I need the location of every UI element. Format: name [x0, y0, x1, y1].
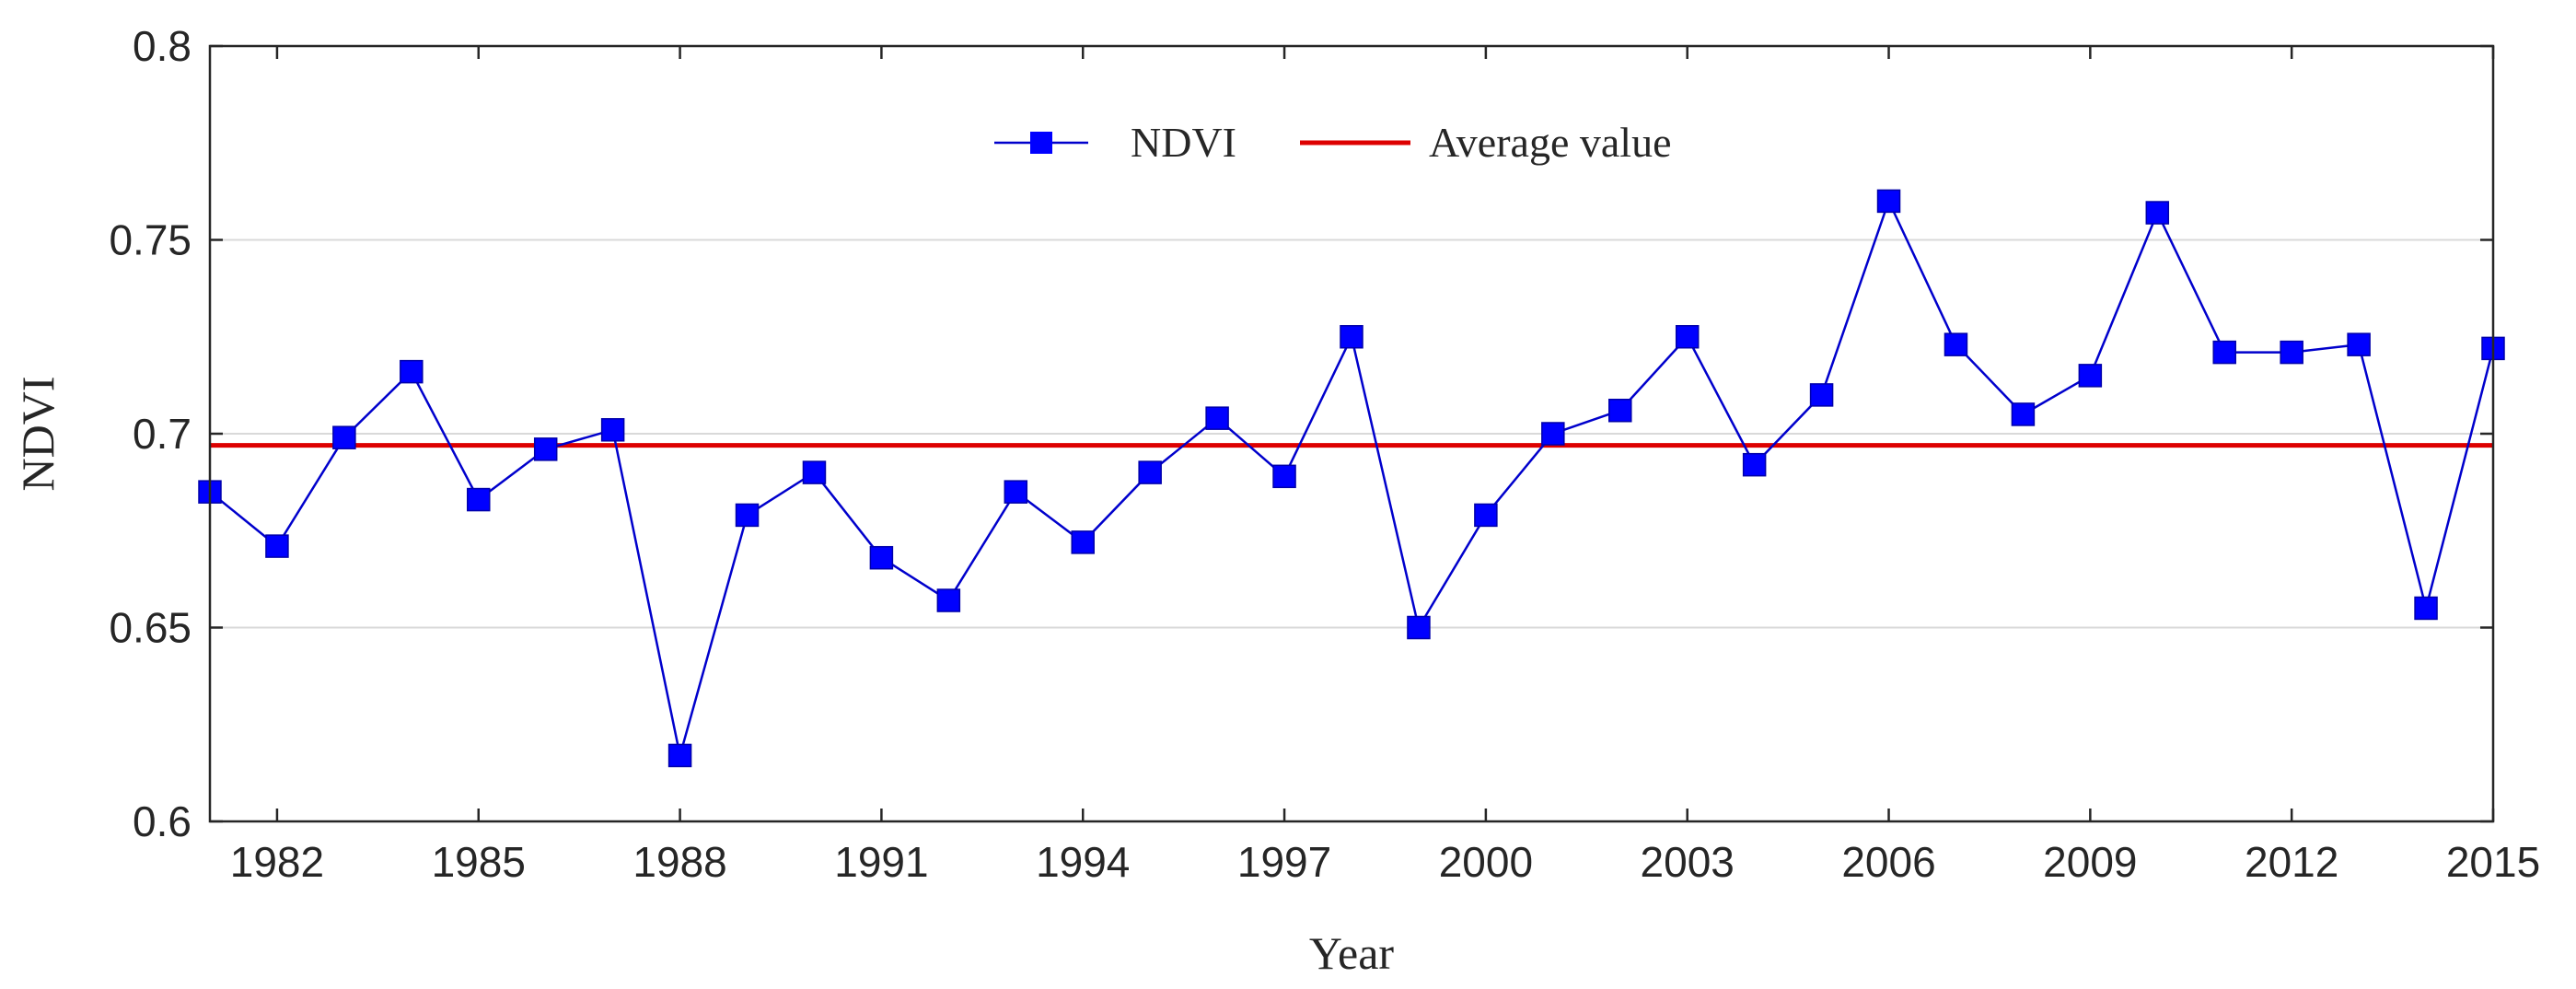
data-point-1986 [533, 437, 558, 461]
data-point-1998 [1340, 325, 1363, 349]
legend: NDVI Average value [994, 119, 1672, 166]
data-point-2000 [1474, 503, 1498, 528]
data-point-2002 [1608, 398, 1632, 423]
y-tick-label: 0.8 [133, 22, 191, 70]
data-point-2011 [2212, 340, 2236, 365]
data-point-2012 [2280, 340, 2303, 365]
data-point-1990 [802, 460, 827, 484]
data-point-2010 [2145, 201, 2170, 225]
data-point-1995 [1138, 460, 1162, 484]
data-point-1987 [600, 418, 625, 442]
data-point-2005 [1809, 383, 1834, 407]
x-tick-label: 2012 [2245, 838, 2338, 886]
ndvi-series [198, 189, 2505, 768]
data-point-1991 [869, 545, 894, 570]
data-point-1984 [400, 359, 424, 384]
x-tick-label: 1991 [834, 838, 928, 886]
data-point-1997 [1272, 464, 1296, 489]
data-point-1989 [735, 503, 760, 528]
legend-ndvi-marker [1030, 132, 1052, 154]
x-tick-label: 2015 [2446, 838, 2540, 886]
y-tick-label: 0.6 [133, 797, 191, 845]
data-point-2009 [2078, 364, 2103, 388]
x-tick-label: 1982 [230, 838, 324, 886]
data-point-2004 [1742, 452, 1767, 477]
data-point-1993 [1004, 480, 1028, 504]
x-tick-label: 2000 [1439, 838, 1533, 886]
axis-ticks: 0.6 0.65 0.7 0.75 0.8 1982 1985 1988 1991 1994 199… [109, 22, 2540, 886]
x-tick-label: 2003 [1641, 838, 1735, 886]
data-point-2006 [1876, 189, 1901, 214]
legend-ndvi-label: NDVI [1131, 119, 1236, 166]
data-point-1985 [467, 487, 491, 512]
x-tick-label: 1988 [632, 838, 726, 886]
data-point-1994 [1071, 530, 1095, 554]
data-point-2003 [1675, 325, 1700, 349]
x-axis-title: Year [1309, 927, 1394, 979]
y-tick-label: 0.75 [109, 216, 191, 264]
data-point-2007 [1944, 332, 1968, 356]
data-point-1992 [936, 588, 961, 612]
y-tick-label: 0.65 [109, 604, 191, 652]
data-point-2008 [2011, 402, 2036, 426]
data-point-1983 [332, 425, 356, 449]
x-tick-label: 2009 [2043, 838, 2137, 886]
x-tick-label: 1994 [1036, 838, 1130, 886]
data-point-1982 [265, 534, 289, 558]
grid-lines [210, 239, 2493, 629]
x-tick-label: 1985 [432, 838, 526, 886]
data-point-2014 [2414, 596, 2438, 621]
data-point-2001 [1541, 422, 1565, 446]
x-tick-label: 2006 [1841, 838, 1935, 886]
data-point-1988 [667, 743, 692, 768]
data-point-2013 [2347, 332, 2371, 356]
y-tick-label: 0.7 [133, 410, 191, 458]
x-tick-label: 1997 [1237, 838, 1331, 886]
data-point-1996 [1205, 406, 1229, 430]
y-axis-title: NDVI [12, 377, 64, 492]
data-point-1999 [1407, 615, 1431, 640]
legend-average-label: Average value [1429, 119, 1672, 166]
